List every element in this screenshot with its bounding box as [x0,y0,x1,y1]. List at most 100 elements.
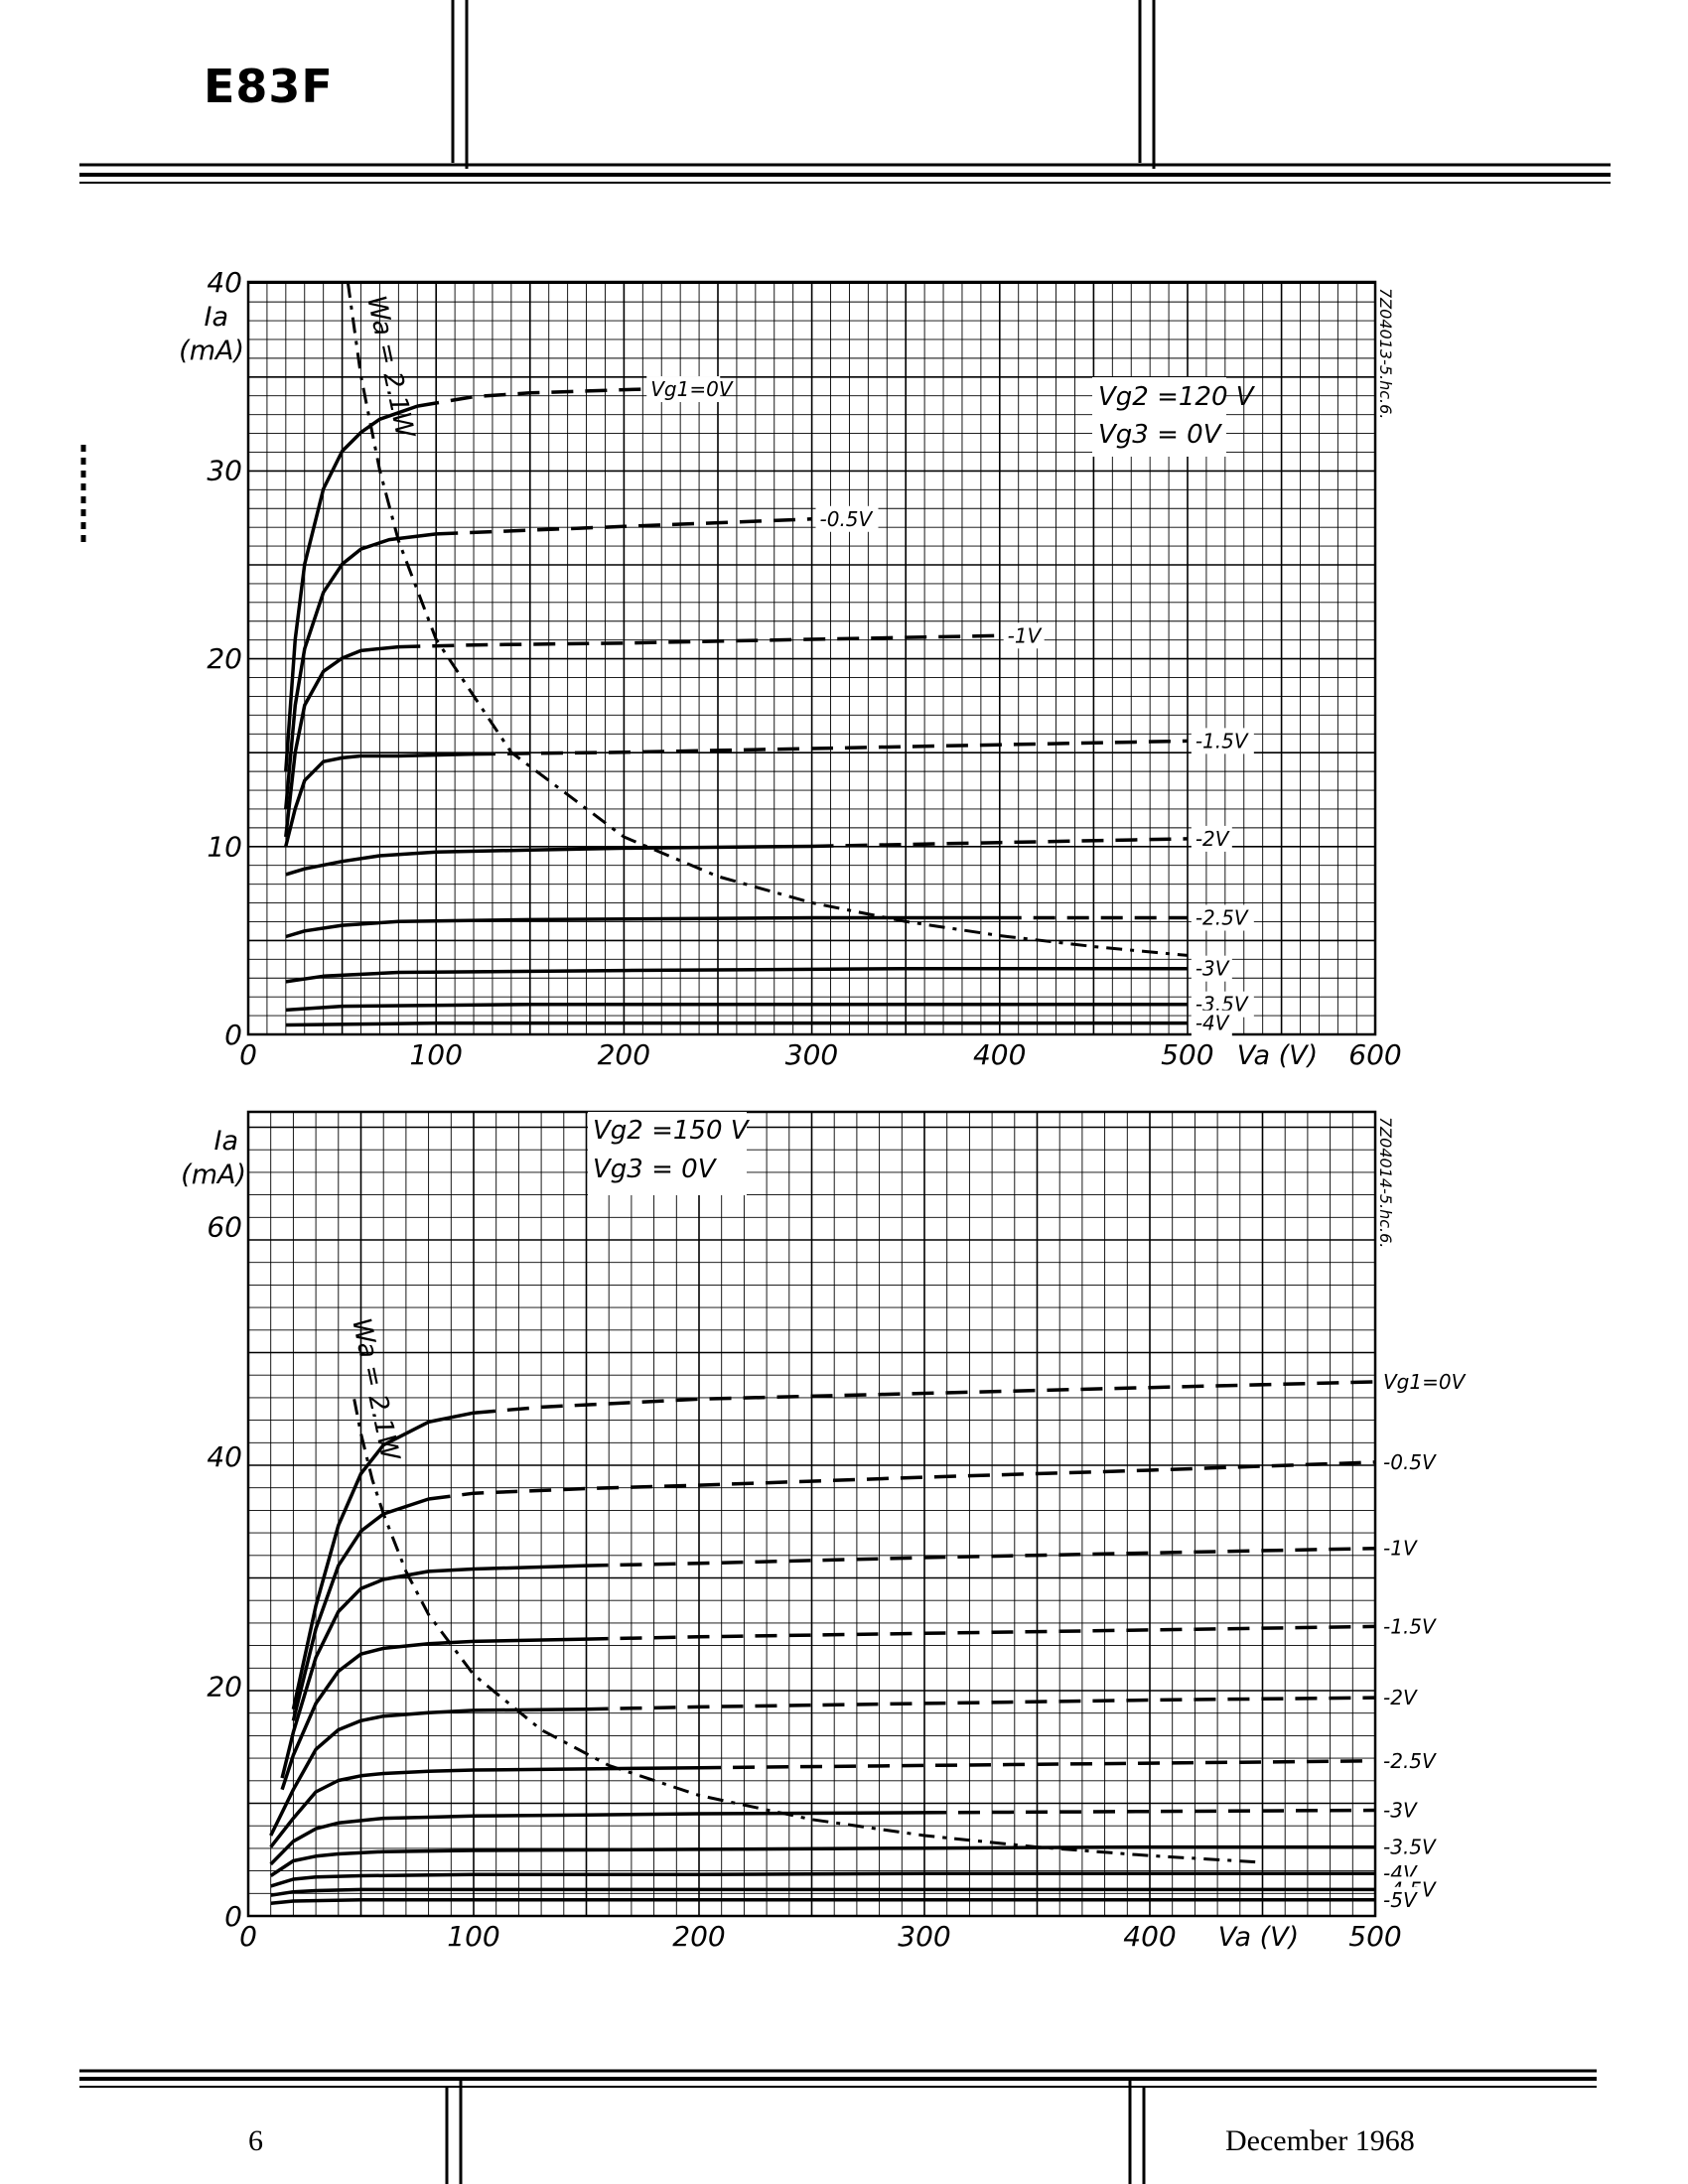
curve-3v-dashed [923,1808,1376,1815]
curve-2p5v-dashed [698,1759,1376,1770]
curve-1p5v [284,751,475,847]
y-axis-label: Ia [213,1126,238,1157]
curve-label-2p5v: -2.5V [1196,906,1249,930]
curve-label-3v: -3V [1196,957,1230,981]
curve-vg1-0v [291,1411,475,1710]
curve-label-bg [1379,1886,1420,1913]
curve-label-2v: -2V [1196,827,1230,851]
plot-frame [246,280,1377,1036]
curve-3v [269,1811,925,1866]
curve-vg1-0v-dashed [473,1380,1376,1415]
x-axis-label: Va (V) [1218,1922,1299,1953]
power-curve-label: Wa = 2.1W [346,1315,405,1464]
curve-label-bg [1379,1797,1420,1824]
curve-1p5v-dashed [586,1624,1376,1641]
curve-label-bg [1379,1448,1442,1475]
chart-bottom-extras: Vg2 =150 V Vg3 = 0V 7Z04014-5.hc.6. [588,1112,1395,1248]
curve-0p5v [291,1497,430,1721]
x-tick-label: 100 [409,1038,462,1071]
y-tick-label: 0 [224,1900,242,1933]
y-tick-label: 20 [207,1671,242,1704]
curve-label-bg [1003,622,1045,649]
curve-4p5v [270,1887,1375,1897]
curve-1v [280,1564,587,1779]
curve-label-bg [1379,1685,1420,1711]
curve-label-bg [1379,1368,1453,1395]
y-tick-label: 40 [207,266,242,299]
curve-label-0p5v: -0.5V [820,507,874,531]
conditions-box [1092,377,1226,457]
curve-label-vg1-0v: Vg1=0V [1383,1370,1467,1394]
curve-label-1p5v: -1.5V [1383,1614,1437,1638]
curve-label-1v: -1V [1383,1537,1418,1561]
x-tick-label: 100 [447,1920,499,1953]
y-tick-label: 0 [224,1019,242,1051]
curve-1p5v-dashed [473,739,1188,756]
curve-1v-dashed [586,1546,1376,1568]
y-tick-label: 40 [207,1440,242,1473]
curve-2v-dashed [811,837,1188,849]
curve-label-2v: -2V [1383,1686,1418,1709]
curve-label-0p5v: -0.5V [1383,1450,1437,1474]
chart-bottom-labels: Vg1=0V-0.5V-1V-1.5V-2V-2.5V-3V-3.5V-4V-4… [346,1315,1467,1913]
drawing-code: 7Z04013-5.hc.6. [1376,288,1395,419]
x-axis-label: Va (V) [1237,1040,1318,1071]
x-tick-label: 300 [785,1038,838,1071]
curve-label-bg [1191,1010,1232,1036]
y-axis-label: Ia [204,302,228,333]
x-tick-label: 200 [672,1920,725,1953]
curve-2p5v [285,915,1000,939]
y-tick-label: 60 [207,1211,242,1244]
x-tick-label: 500 [1348,1920,1401,1953]
curve-1v [284,644,399,838]
curve-label-bg [815,505,879,532]
curve-vg1-0v [284,404,418,771]
curve-label-bg [1379,1747,1442,1774]
condition-label: Vg3 = 0V [593,1155,718,1184]
curve-label-4v: -4V [1196,1012,1230,1035]
y-axis-unit: (mA) [181,1160,246,1190]
chart-top-axes [246,280,1377,1036]
curve-label-1v: -1V [1008,623,1043,647]
x-tick-label: 400 [1123,1920,1176,1953]
x-tick-label: 200 [598,1038,650,1071]
curve-label-1p5v: -1.5V [1196,729,1249,752]
curve-0p5v-dashed [428,1460,1376,1501]
chart-bottom-grid [247,1112,1376,1917]
power-curve [346,281,1188,957]
curve-label-3p5v: -3.5V [1383,1836,1437,1859]
chart-top-extras: Vg2 =120 V Vg3 = 0V 7Z04013-5.hc.6. [1092,288,1395,457]
y-axis-unit: (mA) [179,336,244,366]
chart-bottom-ticks: 0 100 200 300 400 Va (V) 500 0 20 40 60 Ia(mA) [181,1126,1402,1953]
curve-vg1-0v-dashed [417,387,643,408]
curve-label-bg [646,376,721,403]
curve-5v [270,1898,1375,1906]
curve-label-2p5v: -2.5V [1383,1749,1437,1773]
condition-label: Vg3 = 0V [1098,420,1223,450]
plot-frame [246,1110,1377,1918]
chart-top-curves [284,281,1188,1027]
y-tick-label: 10 [207,831,242,864]
curve-label-bg [1191,955,1232,982]
curve-3v [285,966,1188,984]
footer-date: December 1968 [1225,2124,1415,2157]
x-tick-label: 0 [239,1038,257,1071]
curve-label-bg [1191,904,1254,931]
curve-label-5v: -5V [1383,1888,1418,1912]
curve-label-bg [1191,825,1232,852]
curve-1p5v [280,1637,587,1791]
curve-label-bg [1191,728,1254,754]
drawing-code: 7Z04014-5.hc.6. [1376,1117,1395,1248]
x-tick-label: 500 [1161,1038,1213,1071]
curve-2v [269,1706,587,1837]
chart-bottom-curves [269,1380,1376,1906]
curve-label-3v: -3V [1383,1799,1418,1823]
x-tick-label: 0 [239,1920,257,1953]
curve-2p5v [269,1765,700,1848]
curve-2v [285,844,812,877]
power-curve [352,1399,1263,1864]
page-title: E83F [204,60,334,113]
x-tick-label: 300 [898,1920,950,1953]
